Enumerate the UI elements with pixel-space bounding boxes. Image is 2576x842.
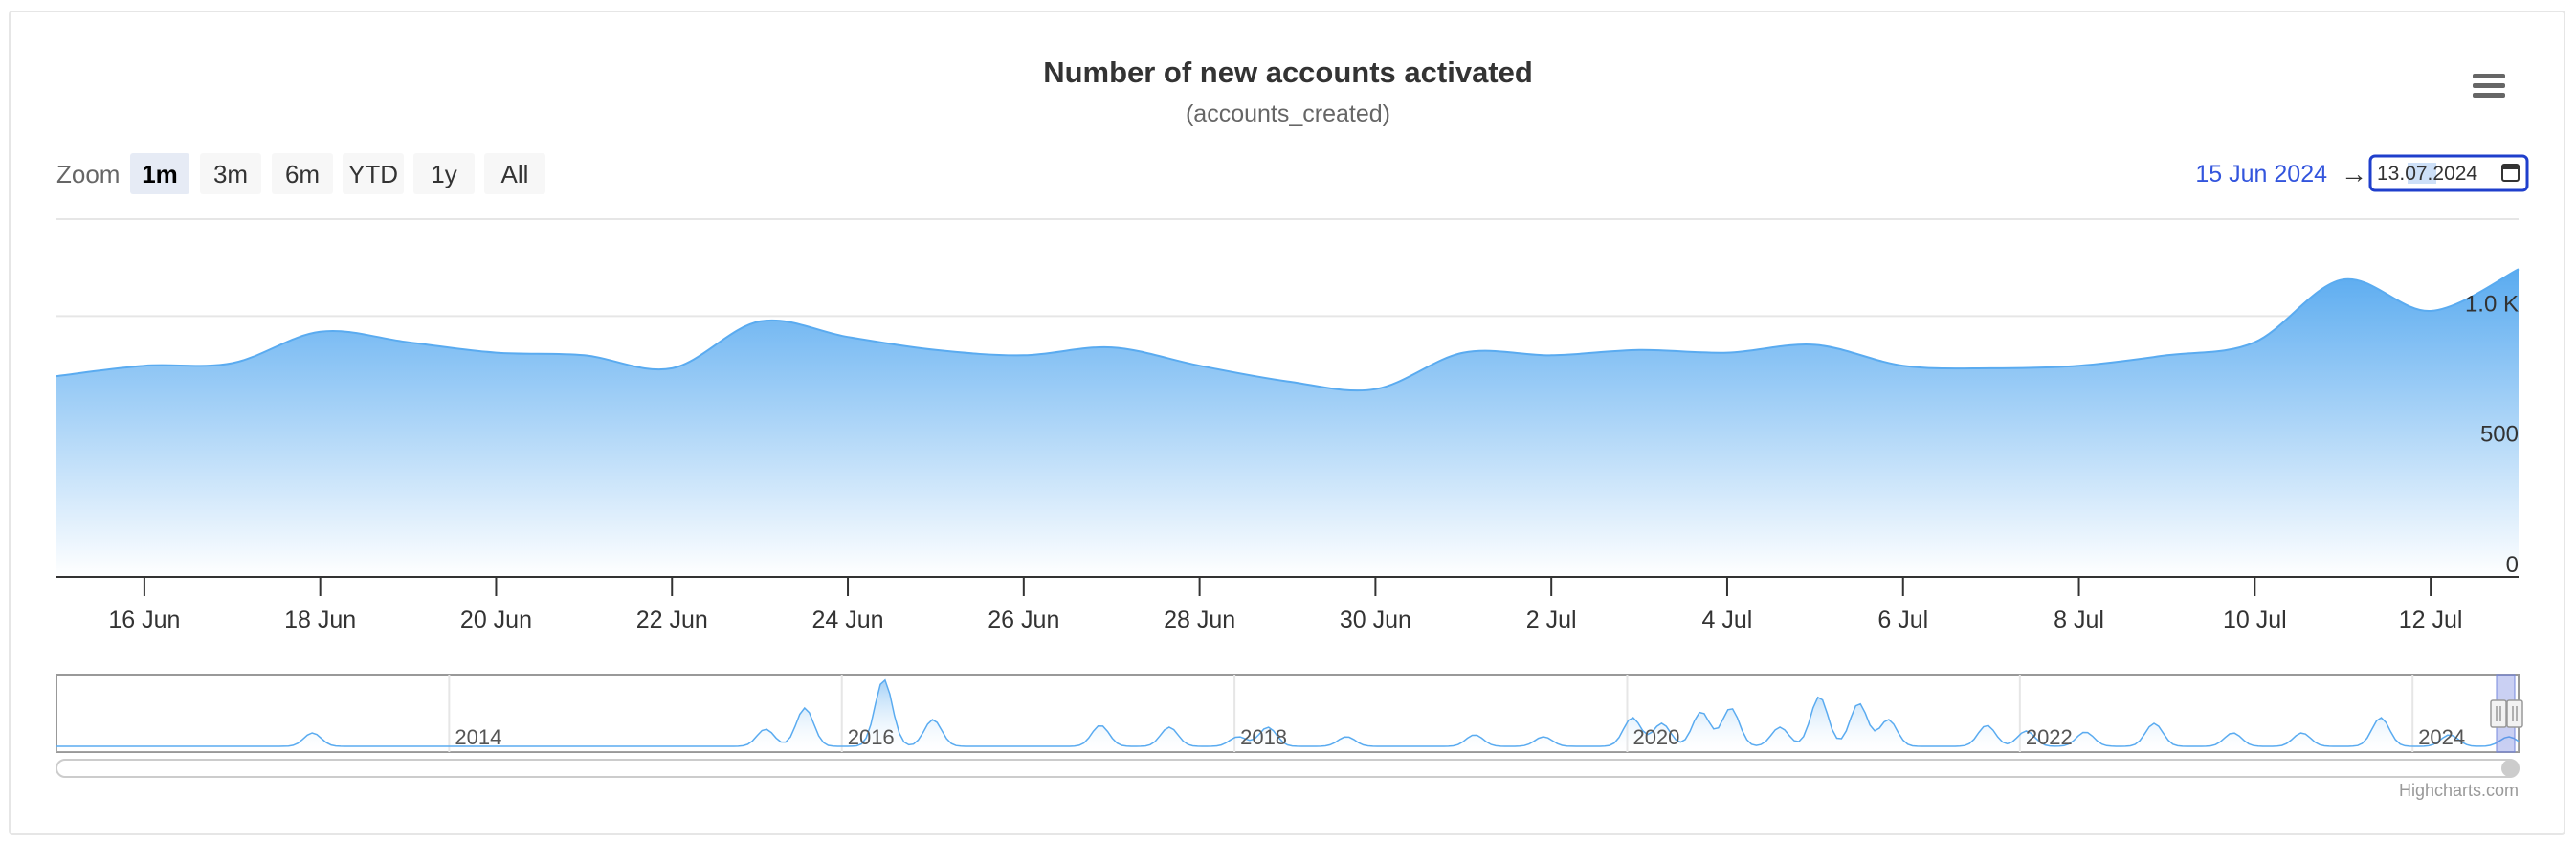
calendar-icon[interactable] bbox=[2501, 164, 2520, 182]
navigator-year-label: 2016 bbox=[848, 725, 895, 749]
hamburger-menu-icon[interactable] bbox=[2467, 71, 2505, 100]
x-tick-label: 18 Jun bbox=[284, 607, 356, 633]
x-tick-label: 8 Jul bbox=[2054, 607, 2104, 633]
navigator-year-label: 2018 bbox=[1240, 725, 1287, 749]
y-axis-labels: 0 500 1.0 K bbox=[2465, 291, 2519, 578]
navigator-year-labels: 2014 2016 2018 2020 2022 2024 bbox=[455, 725, 2465, 749]
series-line bbox=[56, 268, 2520, 392]
x-axis-ticks: 16 Jun 18 Jun 20 Jun 22 Jun 24 Jun 26 Jun 28 J… bbox=[108, 577, 2462, 633]
zoom-label: Zoom bbox=[56, 160, 120, 188]
y-tick-label: 1.0 K bbox=[2465, 291, 2519, 317]
zoom-button-ytd[interactable]: YTD bbox=[343, 153, 404, 194]
zoom-button-all[interactable]: All bbox=[484, 153, 545, 194]
x-tick-label: 6 Jul bbox=[1877, 607, 1928, 633]
zoom-button-1m-label: 1m bbox=[142, 160, 178, 188]
chart-subtitle: (accounts_created) bbox=[1186, 100, 1390, 127]
zoom-button-ytd-label: YTD bbox=[348, 160, 398, 188]
navigator-year-label: 2020 bbox=[1632, 725, 1679, 749]
navigator-year-label: 2024 bbox=[2418, 725, 2465, 749]
navigator-year-label: 2014 bbox=[455, 725, 501, 749]
zoom-button-6m[interactable]: 6m bbox=[272, 153, 333, 194]
x-tick-label: 2 Jul bbox=[1526, 607, 1577, 633]
zoom-button-3m[interactable]: 3m bbox=[200, 153, 261, 194]
navigator-right-handle[interactable] bbox=[2506, 699, 2523, 728]
x-tick-label: 20 Jun bbox=[460, 607, 532, 633]
x-tick-label: 30 Jun bbox=[1340, 607, 1411, 633]
navigator-year-label: 2022 bbox=[2026, 725, 2073, 749]
credits-link[interactable]: Highcharts.com bbox=[2399, 781, 2519, 800]
chart-title: Number of new accounts activated bbox=[1043, 55, 1533, 89]
series-area-fill bbox=[56, 269, 2519, 577]
x-tick-label: 22 Jun bbox=[636, 607, 708, 633]
x-tick-label: 12 Jul bbox=[2399, 607, 2463, 633]
navigator-area bbox=[56, 679, 2519, 752]
navigator-left-handle[interactable] bbox=[2490, 699, 2507, 728]
to-date-input[interactable]: 13.07.2024 bbox=[2368, 154, 2529, 192]
navigator-line bbox=[56, 678, 2520, 747]
scrollbar-track[interactable] bbox=[56, 759, 2520, 778]
x-tick-label: 4 Jul bbox=[1702, 607, 1753, 633]
date-range-arrow: → bbox=[2341, 159, 2367, 188]
navigator: 2014 2016 2018 2020 2022 2024 bbox=[56, 674, 2523, 753]
zoom-button-6m-label: 6m bbox=[285, 160, 320, 188]
y-tick-label: 0 bbox=[2506, 552, 2519, 578]
zoom-button-1m[interactable]: 1m bbox=[130, 153, 189, 194]
to-date-value: 13.07.2024 bbox=[2377, 163, 2477, 185]
x-tick-label: 16 Jun bbox=[108, 607, 180, 633]
scrollbar-thumb[interactable] bbox=[2501, 760, 2519, 777]
x-tick-label: 28 Jun bbox=[1164, 607, 1235, 633]
zoom-button-3m-label: 3m bbox=[213, 160, 248, 188]
from-date-input[interactable]: 15 Jun 2024 bbox=[2195, 161, 2327, 188]
y-tick-label: 500 bbox=[2480, 422, 2519, 448]
scrollbar[interactable] bbox=[56, 759, 2520, 778]
zoom-button-1y-label: 1y bbox=[431, 160, 456, 188]
navigator-frame bbox=[56, 674, 2520, 753]
x-tick-label: 10 Jul bbox=[2223, 607, 2287, 633]
x-tick-label: 26 Jun bbox=[988, 607, 1059, 633]
zoom-button-1y[interactable]: 1y bbox=[413, 153, 475, 194]
zoom-button-all-label: All bbox=[501, 160, 529, 188]
x-tick-label: 24 Jun bbox=[812, 607, 884, 633]
